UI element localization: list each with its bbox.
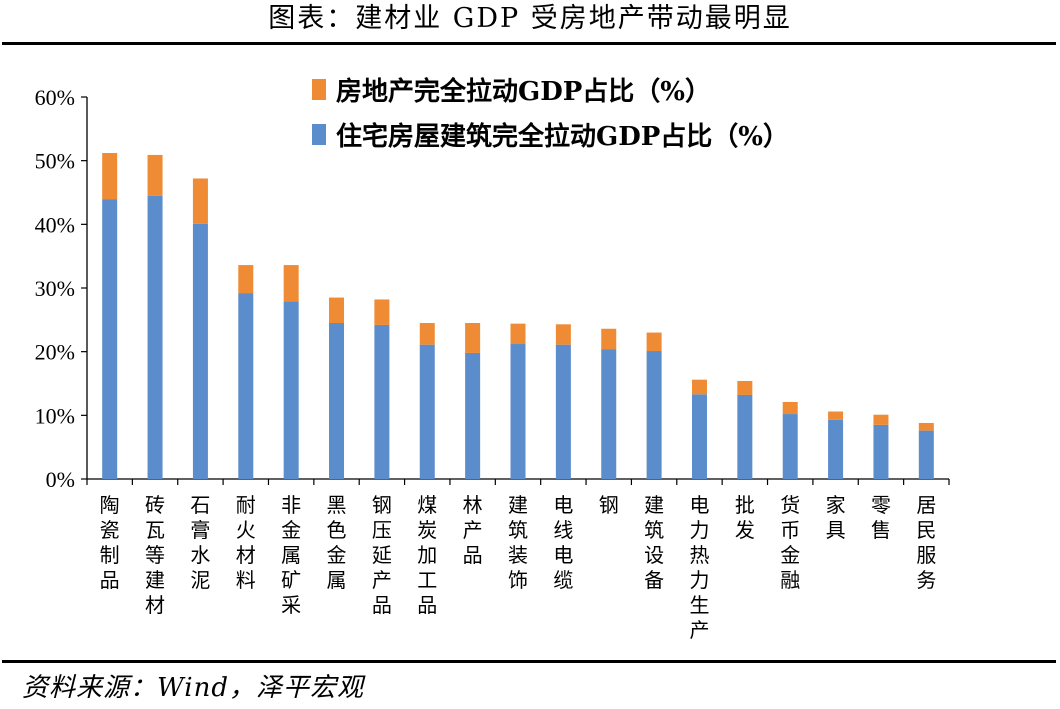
bar-realestate-extra-9: [465, 323, 481, 353]
bar-housing-11: [555, 344, 571, 479]
bar-realestate-extra-15: [737, 380, 753, 395]
x-category-label: 电力热力生产: [689, 493, 709, 642]
bar-housing-13: [646, 351, 662, 479]
x-category-label: 建筑设备: [644, 493, 664, 592]
bar-housing-1: [102, 199, 118, 479]
x-category-label: 砖瓦等建材: [145, 493, 165, 617]
bar-realestate-extra-13: [646, 332, 662, 352]
x-category-label: 零售: [871, 493, 891, 542]
x-category-label: 批发: [735, 493, 755, 542]
bar-realestate-extra-6: [329, 297, 345, 324]
bar-housing-6: [329, 323, 345, 479]
x-category-label: 居民服务: [916, 493, 936, 592]
bottom-rule: [2, 660, 1056, 663]
x-category-label: 电线电缆: [553, 493, 573, 592]
bar-realestate-extra-16: [782, 401, 798, 415]
bar-housing-4: [238, 293, 254, 479]
bar-realestate-extra-4: [238, 265, 254, 294]
x-category-label: 货币金融: [780, 493, 800, 592]
legend-swatch-realestate: [312, 79, 326, 100]
bar-realestate-extra-10: [510, 323, 526, 345]
bar-housing-17: [828, 419, 844, 479]
bar-housing-9: [465, 352, 481, 479]
bar-realestate-extra-3: [192, 178, 208, 224]
legend-label-realestate: 房地产完全拉动GDP占比（%）: [336, 76, 711, 107]
bar-realestate-extra-12: [601, 328, 617, 350]
bar-realestate-extra-17: [828, 411, 844, 420]
bar-realestate-extra-1: [102, 153, 118, 200]
x-category-label: 陶瓷制品: [100, 493, 120, 592]
x-category-label: 钢: [599, 493, 619, 517]
x-category-label: 钢压延产品: [372, 493, 392, 617]
x-category-label: 煤炭加工品: [417, 493, 437, 617]
bar-realestate-extra-11: [555, 324, 571, 345]
bar-housing-19: [918, 430, 934, 479]
bar-housing-15: [737, 394, 753, 479]
bar-housing-12: [601, 349, 617, 479]
bar-housing-2: [147, 195, 163, 479]
legend-swatch-housing: [312, 124, 326, 145]
x-category-label: 家具: [826, 493, 846, 542]
x-category-label: 耐火材料: [236, 493, 256, 592]
bar-realestate-extra-8: [419, 323, 435, 345]
bar-housing-5: [283, 301, 299, 479]
x-category-label: 建筑装饰: [508, 493, 528, 592]
y-tick-label: 60%: [35, 85, 75, 110]
bar-housing-18: [873, 424, 889, 479]
bar-housing-8: [419, 344, 435, 479]
x-category-label: 非金属矿采: [281, 493, 301, 617]
bar-realestate-extra-5: [283, 265, 299, 302]
x-category-label: 石膏水泥: [190, 493, 210, 592]
bar-realestate-extra-19: [918, 422, 934, 431]
bar-realestate-extra-2: [147, 154, 163, 196]
x-category-label: 黑色金属: [327, 493, 347, 592]
bar-housing-14: [691, 394, 707, 479]
bar-housing-3: [192, 223, 208, 479]
y-tick-label: 50%: [35, 149, 75, 174]
bar-housing-7: [374, 324, 390, 479]
y-tick-label: 0%: [46, 467, 75, 492]
y-tick-label: 40%: [35, 212, 75, 237]
bar-realestate-extra-7: [374, 299, 390, 325]
bar-housing-16: [782, 414, 798, 479]
legend-label-housing: 住宅房屋建筑完全拉动GDP占比（%）: [336, 121, 789, 152]
source-note: 资料来源：Wind，泽平宏观: [22, 673, 364, 703]
bar-housing-10: [510, 344, 526, 479]
y-tick-label: 10%: [35, 403, 75, 428]
bar-realestate-extra-18: [873, 414, 889, 425]
y-tick-label: 30%: [35, 276, 75, 301]
y-tick-label: 20%: [35, 340, 75, 365]
bar-realestate-extra-14: [691, 379, 707, 395]
x-category-label: 林产品: [463, 493, 483, 567]
chart-title: 图表：建材业 GDP 受房地产带动最明显: [268, 3, 792, 34]
top-rule: [2, 42, 1056, 45]
